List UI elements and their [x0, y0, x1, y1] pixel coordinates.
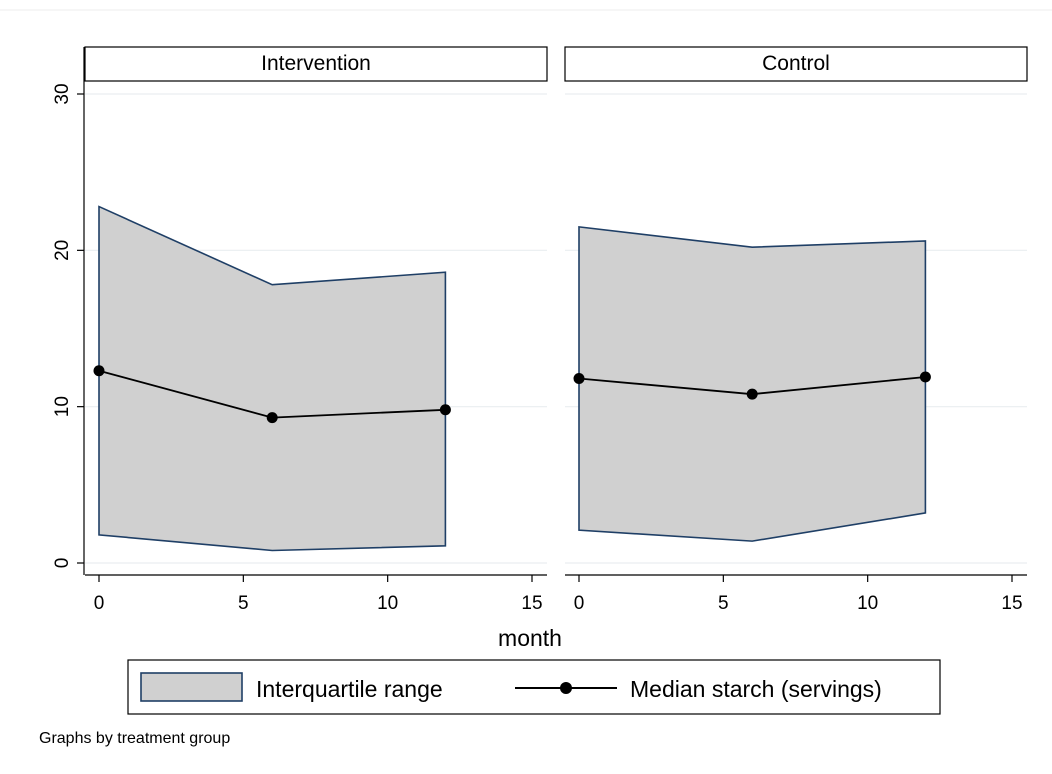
x-axis: 0 5 10 15 [565, 574, 1027, 614]
y-tick-label: 20 [52, 240, 73, 261]
median-point [93, 365, 105, 377]
panel-marks [573, 225, 931, 542]
x-tick-label: 10 [857, 593, 878, 614]
legend-swatch-band [140, 672, 243, 702]
legend-label-median: Median starch (servings) [630, 676, 882, 702]
panel-intervention: Intervention 0 5 10 15 [84, 46, 548, 614]
x-tick-label: 0 [574, 593, 585, 614]
median-point [439, 404, 451, 416]
y-tick-label: 10 [52, 396, 73, 417]
median-point [573, 373, 585, 385]
iqr-band [98, 205, 447, 552]
x-tick-label: 15 [521, 593, 542, 614]
iqr-band [578, 225, 927, 542]
x-tick-label: 10 [377, 593, 398, 614]
y-tick-label: 0 [52, 558, 73, 569]
x-tick-label: 15 [1001, 593, 1022, 614]
panel-title: Intervention [261, 52, 371, 75]
panel-grid [85, 93, 547, 564]
x-tick-label: 5 [718, 593, 729, 614]
panel-header-box [564, 46, 1028, 82]
y-tick-label: 30 [52, 83, 73, 104]
x-axis: 0 5 10 15 [85, 574, 547, 614]
legend-swatch-marker [560, 682, 572, 694]
x-tick-label: 0 [94, 593, 105, 614]
median-point [919, 371, 931, 383]
panel-control: Control 0 5 10 15 [564, 46, 1028, 614]
panel-marks [93, 205, 451, 552]
legend: Interquartile range Median starch (servi… [127, 659, 941, 715]
legend-label-band: Interquartile range [256, 676, 443, 702]
y-axis: 0 10 20 30 [52, 47, 85, 575]
graph-note: Graphs by treatment group [39, 730, 230, 747]
panel-header-box [84, 46, 548, 82]
panel-title: Control [762, 52, 830, 75]
median-point [266, 412, 278, 424]
x-axis-label: month [498, 625, 562, 651]
x-tick-label: 5 [238, 593, 249, 614]
median-point [746, 388, 758, 400]
